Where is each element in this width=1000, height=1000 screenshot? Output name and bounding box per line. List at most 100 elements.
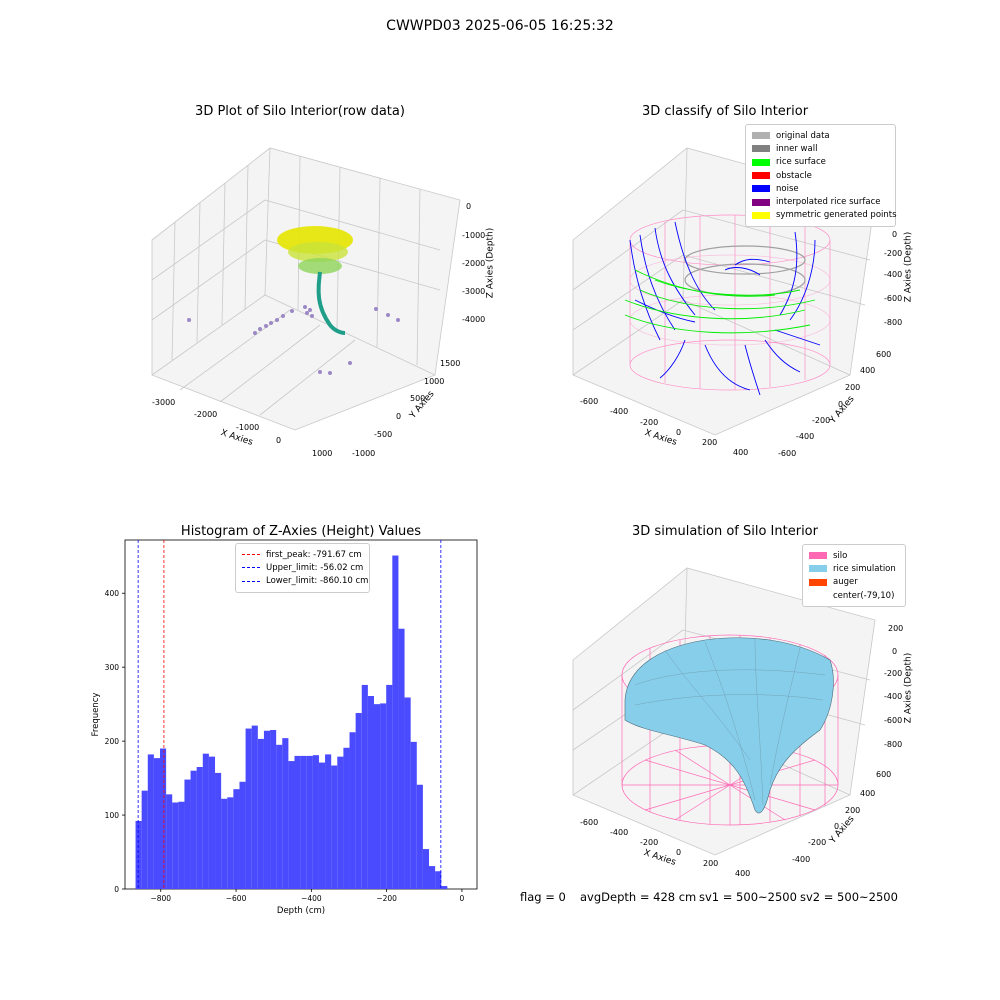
histogram-bar [276,744,283,889]
histogram-bar [159,748,167,889]
histogram-bar [233,789,240,889]
simulation-plot-title: 3D simulation of Silo Interior [632,524,818,539]
simulation-xtick: -600 [580,818,599,827]
histogram-bar [227,797,234,889]
classify-ztick: -600 [884,294,903,303]
histogram-bar [288,761,295,889]
simulation-ytick: -200 [808,838,827,847]
legend-label: interpolated rice surface [776,197,881,208]
legend-label: silo [833,550,848,561]
histogram-legend: first_peak: -791.67 cm Upper_limit: -56.… [235,543,370,593]
y-tick-label: 200 [105,737,120,746]
rice-surface-points [624,269,816,334]
histogram-bar [410,741,417,889]
x-tick-label: 0 [460,894,465,903]
histogram-bar [294,755,301,889]
histogram-bar [325,754,332,889]
flag-status: flag = 0 [520,890,566,904]
raw-3d-box [151,147,461,431]
raw-xtick: -3000 [152,398,176,407]
rice-simulation-surface [624,637,834,814]
histogram-bar [135,820,142,889]
raw-ytick: 1500 [440,359,461,368]
histogram-bar [147,754,154,889]
classify-plot-title: 3D classify of Silo Interior [641,104,809,119]
legend-item-noise: noise [752,182,889,195]
simulation-zlabel: Z Axies (Depth) [903,652,914,724]
histogram-bar [282,738,289,889]
histogram-bar [355,713,362,889]
legend-label: rice simulation [833,563,896,574]
legend-item-rice-surface: rice surface [752,156,889,169]
simulation-ztick: -400 [884,692,903,701]
y-tick-label: 0 [114,885,119,894]
histogram-bar [435,871,442,889]
histogram-bar [215,772,222,889]
histogram-bar [166,794,173,889]
histogram-reference-lines [137,540,442,889]
raw-ytick: 0 [396,412,402,421]
simulation-xtick: 0 [676,848,682,857]
legend-item-original-data: original data [752,129,889,142]
classify-xtick: 0 [676,428,682,437]
histogram-bar [153,758,160,889]
raw-point-cloud [187,226,400,375]
histogram-x-ticks: −800 −600 −400 −200 0 [150,889,465,903]
histogram-bar [270,730,277,889]
avg-depth-status: avgDepth = 428 cm [580,890,697,904]
histogram-ylabel: Frequency [91,693,101,737]
sv1-status: sv1 = 500~2500 [699,890,797,904]
classify-ztick: -800 [884,318,903,327]
raw-ytick: -500 [374,430,393,439]
simulation-ztick: 200 [888,624,904,633]
classify-xtick: -400 [610,407,629,416]
legend-item-center: center(-79,10) [809,589,899,602]
classify-ytick: -600 [778,449,797,458]
raw-ztick: -3000 [462,287,486,296]
legend-item-inner-wall: inner wall [752,142,889,155]
histogram-bar [416,784,423,889]
classify-ztick: -200 [884,249,903,258]
legend-item-symmetric: symmetric generated points [752,209,897,222]
simulation-ytick: 0 [834,822,840,831]
classify-ytick: 0 [838,400,844,409]
histogram-bar [300,755,307,889]
simulation-ytick: 600 [876,770,892,779]
histogram-bar [184,779,191,889]
raw-ytick: 500 [410,394,426,403]
histogram-bar [251,725,258,889]
legend-label: original data [776,130,830,141]
raw-xtick: -1000 [236,423,260,432]
raw-xtick: 1000 [312,449,333,458]
histogram-bar [196,766,203,889]
y-tick-label: 300 [105,663,120,672]
y-tick-label: 400 [105,589,120,598]
raw-3d-plot [151,147,461,431]
y-tick-label: 100 [105,811,120,820]
histogram-bars [135,555,448,889]
legend-item-first-peak: first_peak: -791.67 cm [242,548,363,561]
raw-plot-title: 3D Plot of Silo Interior(row data) [195,104,405,119]
classify-zlabel: Z Axies (Depth) [903,231,914,303]
simulation-ztick: -600 [884,716,903,725]
raw-xtick: -2000 [194,410,218,419]
legend-label: auger [833,577,858,588]
histogram-bar [263,730,271,889]
x-tick-label: −800 [150,894,171,903]
histogram-bar [349,732,356,889]
raw-ztick: -2000 [462,259,486,268]
legend-item-obstacle: obstacle [752,169,889,182]
simulation-xtick: -400 [610,828,629,837]
raw-ytick: -1000 [352,449,376,458]
classify-ytick: 600 [876,350,892,359]
histogram-bar [373,704,381,889]
histogram-y-ticks: 0 100 200 300 400 [105,589,125,894]
legend-label: Upper_limit: -56.02 cm [266,562,364,573]
legend-label: inner wall [776,143,818,154]
simulation-xtick: 200 [703,859,719,868]
histogram-chart: −800 −600 −400 −200 0 0 100 200 300 400 Depth (c… [91,539,478,916]
legend-item-silo: silo [809,549,899,562]
silo-wireframe [629,214,831,391]
classify-xtick: -200 [640,418,659,427]
legend-label: rice surface [776,157,826,168]
